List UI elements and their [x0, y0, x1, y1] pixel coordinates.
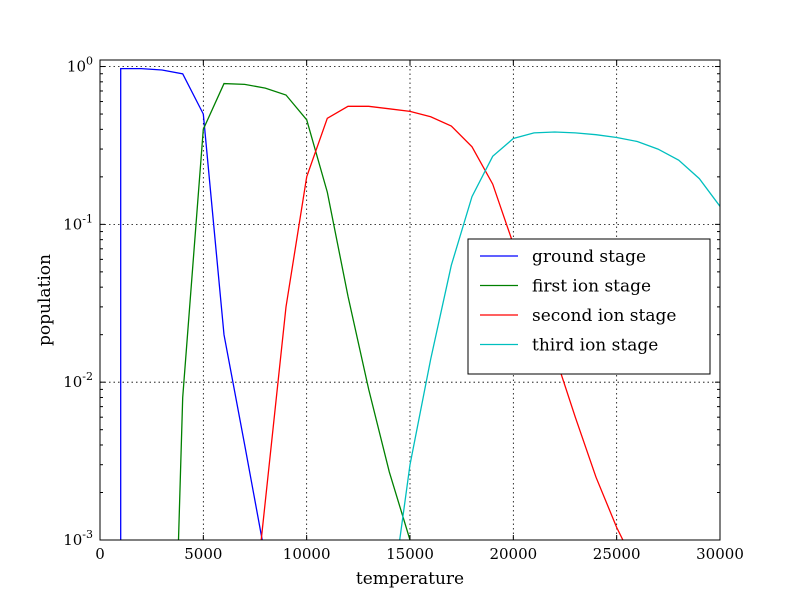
series-line-3: [260, 105, 624, 540]
x-tick-label: 15000: [386, 545, 434, 563]
x-tick-label: 10000: [283, 545, 331, 563]
series-layer: [120, 67, 720, 540]
y-tick-label: 100: [67, 55, 93, 76]
y-tick-label: 10-2: [63, 370, 93, 391]
series-line-4: [399, 131, 720, 540]
x-tick-label: 25000: [593, 545, 641, 563]
y-tick-label: 10-1: [63, 212, 93, 233]
series-line-2: [177, 82, 411, 540]
legend: ground stage first ion stage second ion st…: [467, 238, 711, 375]
legend-box: [467, 238, 711, 375]
y-tick-label: 10-3: [63, 528, 93, 549]
x-tick-label: 30000: [696, 545, 744, 563]
x-axis-label: temperature: [356, 569, 464, 589]
legend-label: first ion stage: [532, 277, 651, 297]
x-tick-label: 20000: [489, 545, 537, 563]
x-tick-label: 5000: [184, 545, 222, 563]
ticks: 0 5000 10000 15000 20000 25000 30000 10-3 10-2 10…: [63, 55, 744, 563]
series-line-1: [120, 67, 263, 540]
legend-label: second ion stage: [532, 306, 676, 326]
legend-label: third ion stage: [532, 336, 658, 356]
x-tick-label: 0: [95, 545, 105, 563]
y-axis-label: population: [35, 254, 55, 346]
legend-label: ground stage: [532, 247, 646, 267]
